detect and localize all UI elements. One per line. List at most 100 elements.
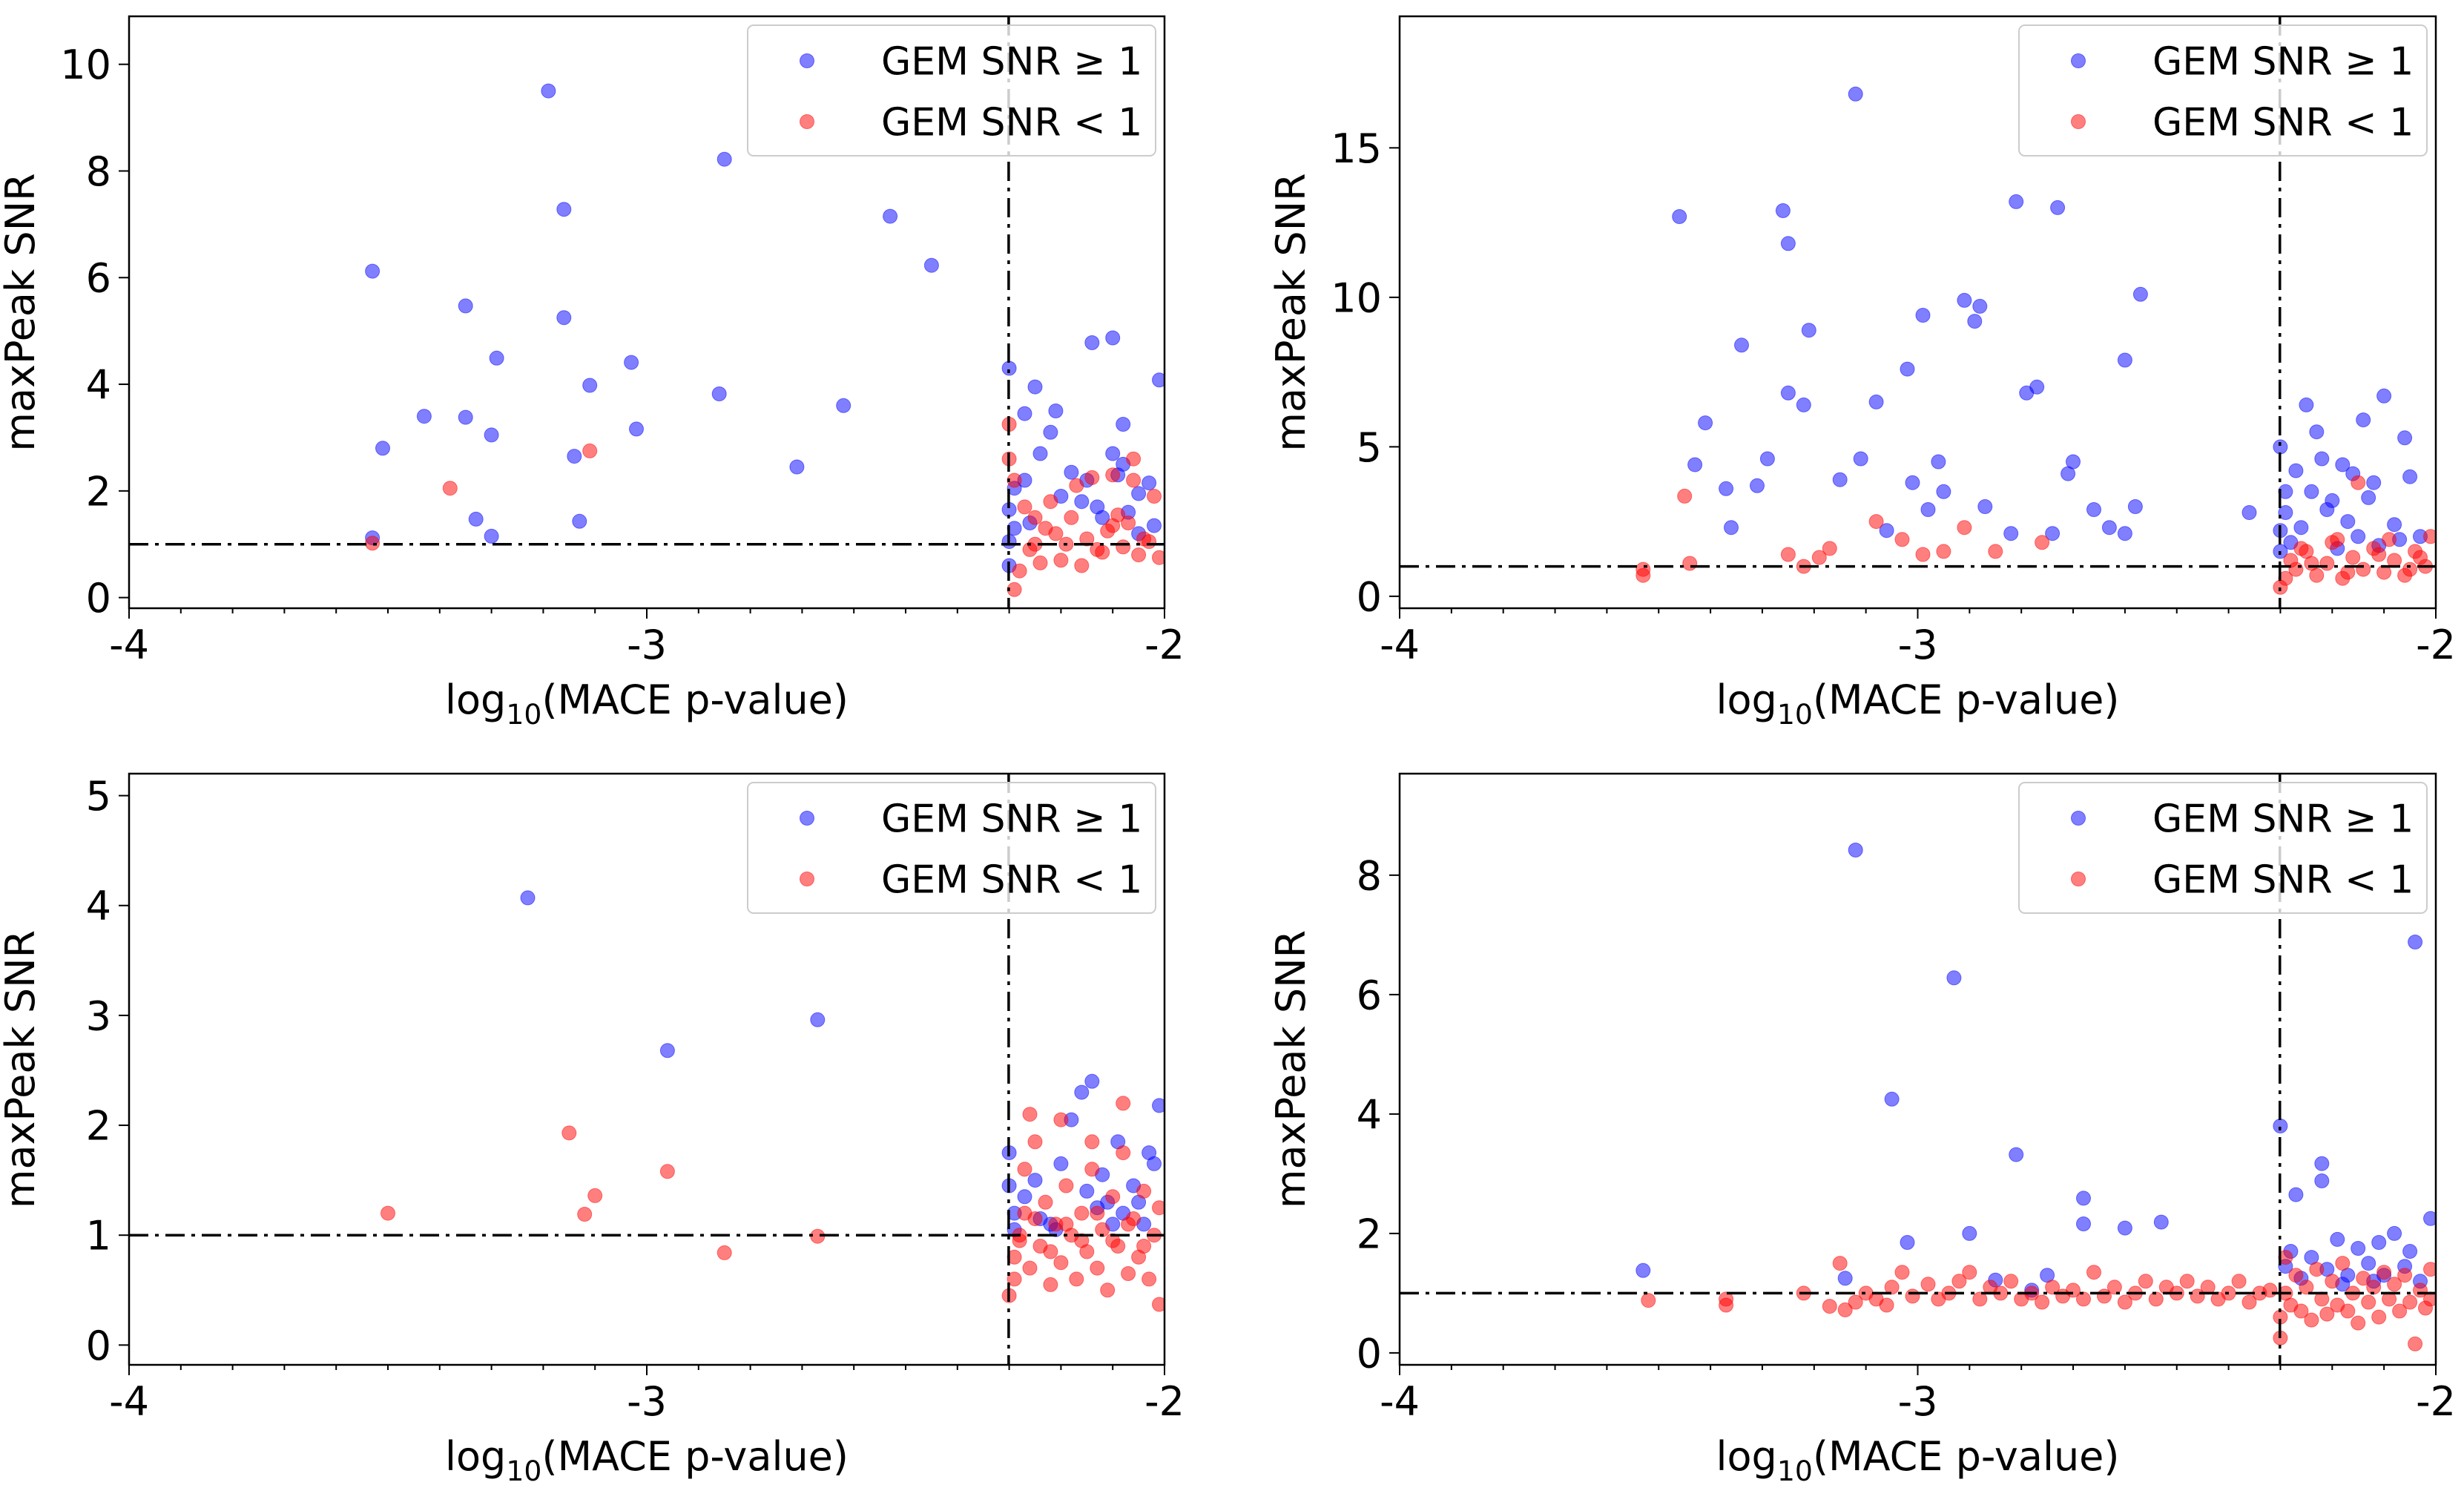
point-high-snr [1734,338,1749,353]
point-high-snr [1105,330,1121,346]
point-high-snr [2366,475,2382,490]
point-high-snr [416,409,432,424]
point-low-snr [2293,1303,2309,1319]
point-low-snr [2361,1294,2376,1310]
point-high-snr [1064,464,1079,480]
point-low-snr [1116,1096,1131,1111]
point-low-snr [2330,532,2345,547]
point-high-snr [2086,502,2101,517]
scatter-points [1635,86,2436,595]
point-low-snr [1635,567,1651,583]
point-low-snr [1084,470,1100,485]
point-low-snr [717,1245,732,1260]
point-low-snr [2356,562,2371,577]
point-high-snr [2314,1173,2330,1188]
point-high-snr [2325,493,2340,508]
point-high-snr [1832,472,1848,487]
point-high-snr [1635,1262,1651,1278]
point-low-snr [1084,1162,1100,1177]
point-high-snr [2371,1235,2387,1250]
point-low-snr [1053,1112,1069,1127]
legend-marker-low [800,872,814,886]
point-low-snr [1084,1134,1100,1150]
point-low-snr [2138,1274,2153,1289]
point-low-snr [1936,544,1951,559]
point-low-snr [2288,1268,2304,1283]
y-tick-label: 8 [1357,852,1382,899]
point-low-snr [1136,1183,1152,1199]
point-high-snr [468,511,484,527]
point-high-snr [1724,520,1739,536]
x-tick-label: -4 [1380,622,1420,668]
legend-label-high: GEM SNR ≥ 1 [881,797,1142,842]
legend-label-high: GEM SNR ≥ 1 [2152,797,2414,842]
point-high-snr [629,421,644,437]
point-high-snr [1105,446,1121,461]
point-low-snr [2335,1256,2351,1271]
y-tick-label: 10 [1331,274,1382,321]
point-high-snr [375,441,390,456]
point-high-snr [2153,1214,2169,1230]
point-low-snr [2356,1271,2371,1286]
point-low-snr [1832,1256,1848,1271]
point-low-snr [2106,1280,2122,1295]
y-tick-label: 15 [1331,125,1382,172]
point-low-snr [1147,489,1162,504]
y-tick-label: 2 [86,468,111,515]
x-axis-label: log10(MACE p-value) [445,676,849,731]
point-low-snr [1677,488,1693,504]
point-high-snr [2335,457,2351,472]
point-high-snr [1053,1156,1069,1171]
point-high-snr [1750,478,1765,493]
point-low-snr [1027,1134,1043,1150]
point-low-snr [1007,582,1022,597]
point-low-snr [365,536,381,551]
point-low-snr [1007,1271,1022,1287]
point-low-snr [2408,1336,2423,1351]
point-high-snr [2387,517,2402,533]
point-low-snr [1121,516,1136,530]
point-high-snr [1977,499,1993,514]
point-high-snr [2045,526,2061,541]
point-high-snr [659,1043,675,1058]
legend: GEM SNR ≥ 1 GEM SNR < 1 [2018,24,2428,157]
point-low-snr [2117,1294,2132,1310]
point-low-snr [577,1207,593,1222]
point-high-snr [2299,397,2314,412]
point-high-snr [2314,451,2330,467]
y-tick-label: 1 [86,1213,111,1260]
y-tick-label: 4 [86,361,111,408]
point-low-snr [1043,494,1058,510]
point-low-snr [1105,467,1121,483]
x-axis-label: log10(MACE p-value) [1716,676,2120,731]
point-low-snr [1079,531,1095,547]
point-low-snr [1105,518,1121,533]
y-tick-label: 6 [1357,972,1382,1018]
point-low-snr [2309,1262,2325,1277]
panel-top-left: -4 -3 -2 0 2 4 6 8 10 log10(MACE p-value) maxPeak … [0,15,1185,731]
point-high-snr [2402,1244,2418,1259]
y-tick-label: 0 [86,575,111,622]
point-low-snr [2371,547,2387,562]
point-high-snr [2351,529,2366,544]
point-high-snr [2117,352,2132,368]
legend-marker-low [2071,872,2086,886]
legend-box [747,782,1156,914]
point-high-snr [1900,1235,1915,1250]
legend-label-low: GEM SNR < 1 [881,858,1142,903]
point-low-snr [381,1205,395,1221]
point-high-snr [2330,1231,2345,1247]
point-low-snr [2382,532,2397,547]
point-high-snr [1868,394,1884,409]
point-high-snr [484,528,499,544]
point-high-snr [1884,1091,1900,1107]
point-high-snr [883,208,898,224]
point-high-snr [789,459,805,475]
point-high-snr [1972,298,1988,314]
point-high-snr [1079,1183,1095,1199]
point-low-snr [2179,1274,2195,1289]
legend-label-low: GEM SNR < 1 [2152,858,2414,903]
y-tick-label: 5 [86,773,111,820]
point-low-snr [1879,1297,1894,1313]
